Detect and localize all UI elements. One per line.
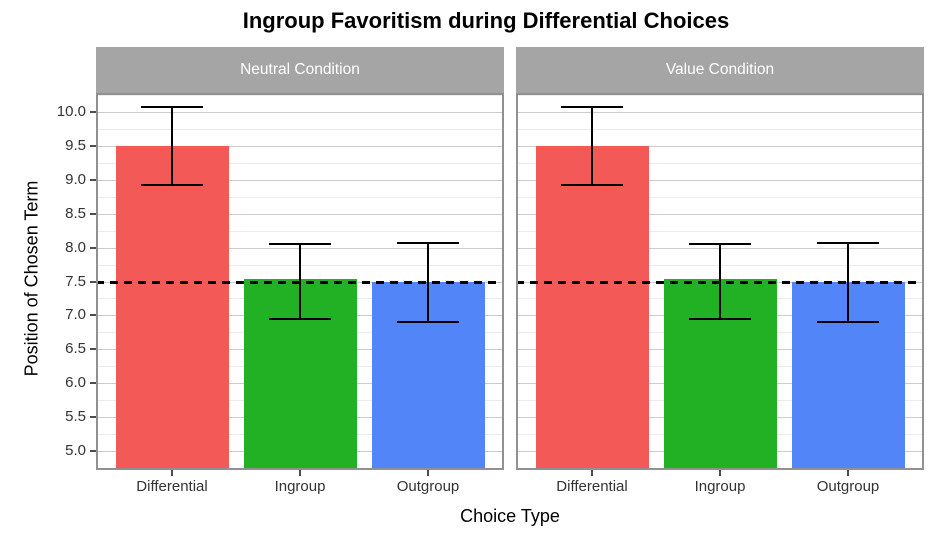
- y-tick-mark: [90, 246, 96, 249]
- y-tick-label: 9.5: [65, 136, 86, 154]
- y-tick-mark: [90, 144, 96, 147]
- y-tick-label: 8.0: [65, 238, 86, 256]
- y-tick-mark: [90, 280, 96, 283]
- major-gridline: [516, 111, 924, 113]
- error-bar-cap-bottom: [141, 183, 203, 186]
- minor-gridline: [516, 230, 924, 232]
- y-tick-label: 7.5: [65, 272, 86, 290]
- y-tick-mark: [90, 382, 96, 385]
- bar-differential: [535, 145, 649, 470]
- error-bar-cap-bottom: [269, 317, 331, 320]
- x-tick-label: Ingroup: [694, 478, 746, 495]
- x-tick-label: Differential: [556, 478, 628, 495]
- facet-strip: Value Condition: [516, 47, 924, 93]
- y-tick-label: 8.5: [65, 204, 86, 222]
- x-tick-mark: [171, 470, 173, 476]
- x-axis-title: Choice Type: [460, 506, 560, 526]
- minor-gridline: [516, 162, 924, 164]
- y-tick-label: 5.0: [65, 442, 86, 459]
- x-tick-mark: [719, 470, 721, 476]
- error-bar-cap-top: [141, 105, 203, 108]
- x-tick-mark: [427, 470, 429, 476]
- minor-gridline: [516, 196, 924, 198]
- error-bar-cap-bottom: [397, 320, 459, 323]
- y-tick-mark: [90, 450, 96, 452]
- reference-line: [516, 280, 924, 284]
- error-bar-cap-top: [561, 105, 623, 108]
- y-tick-label: 7.0: [65, 306, 86, 324]
- error-bar-cap-top: [397, 241, 459, 244]
- error-bar-cap-bottom: [561, 183, 623, 186]
- x-tick-mark: [299, 470, 301, 476]
- y-tick-label: 6.5: [65, 340, 86, 358]
- major-gridline: [96, 213, 504, 215]
- x-tick-label: Outgroup: [816, 478, 880, 495]
- minor-gridline: [516, 95, 924, 97]
- x-tick-mark: [591, 470, 593, 476]
- facet-strip: Neutral Condition: [96, 47, 504, 93]
- major-gridline: [96, 145, 504, 147]
- minor-gridline: [96, 230, 504, 232]
- major-gridline: [516, 213, 924, 215]
- y-tick-label: 10.0: [56, 102, 86, 120]
- error-bar: [591, 106, 593, 185]
- y-tick-mark: [90, 348, 96, 351]
- error-bar-cap-bottom: [689, 317, 751, 320]
- y-tick-mark: [90, 212, 96, 215]
- major-gridline: [516, 179, 924, 181]
- major-gridline: [516, 145, 924, 147]
- error-bar-cap-bottom: [817, 320, 879, 323]
- x-tick-mark: [847, 470, 849, 476]
- y-tick-mark: [90, 178, 96, 181]
- y-tick-label: 5.5: [65, 408, 86, 426]
- y-tick-label: 9.0: [65, 170, 86, 188]
- minor-gridline: [516, 128, 924, 130]
- x-tick-label: Ingroup: [274, 478, 326, 495]
- y-tick-mark: [90, 416, 96, 419]
- x-tick-label: Outgroup: [396, 478, 460, 495]
- minor-gridline: [96, 128, 504, 130]
- chart-title: Ingroup Favoritism during Differential C…: [242, 8, 730, 33]
- minor-gridline: [96, 162, 504, 164]
- y-tick-label: 6.0: [65, 374, 86, 392]
- bar-differential: [115, 145, 229, 470]
- error-bar-cap-top: [817, 241, 879, 244]
- y-tick-mark: [90, 314, 96, 317]
- y-tick-mark: [90, 110, 96, 113]
- major-gridline: [96, 111, 504, 113]
- x-tick-label: Differential: [136, 478, 208, 495]
- minor-gridline: [96, 196, 504, 198]
- reference-line: [96, 280, 504, 284]
- error-bar-cap-top: [269, 243, 331, 246]
- minor-gridline: [96, 95, 504, 97]
- error-bar: [171, 106, 173, 185]
- error-bar-cap-top: [689, 243, 751, 246]
- major-gridline: [96, 179, 504, 181]
